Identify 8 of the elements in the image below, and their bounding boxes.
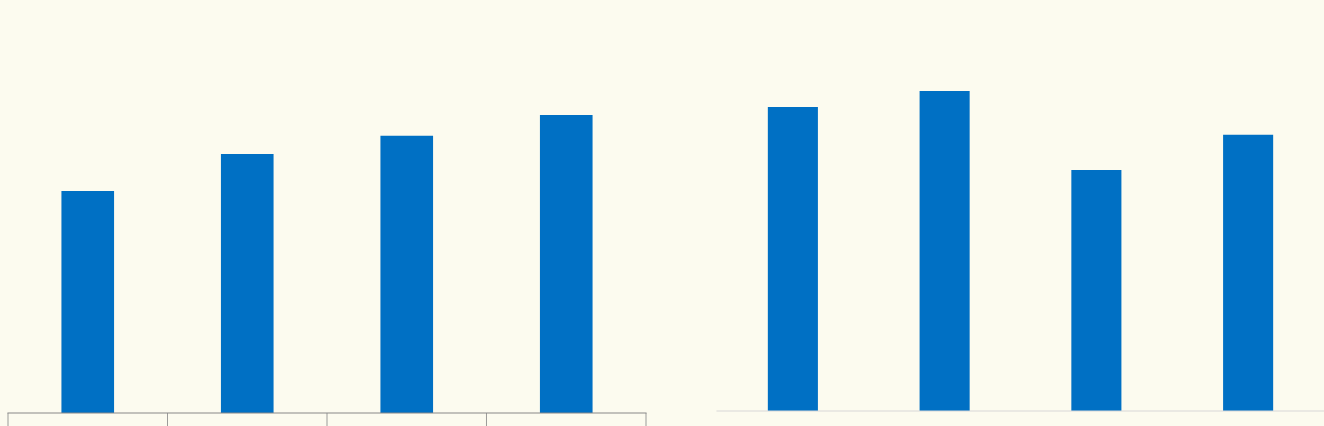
bar [919, 91, 970, 411]
bar [1223, 134, 1274, 411]
bar [220, 154, 274, 413]
bar [61, 190, 115, 413]
bar [380, 135, 434, 413]
bar [539, 115, 593, 413]
bar [1071, 170, 1122, 411]
bar [767, 107, 818, 411]
